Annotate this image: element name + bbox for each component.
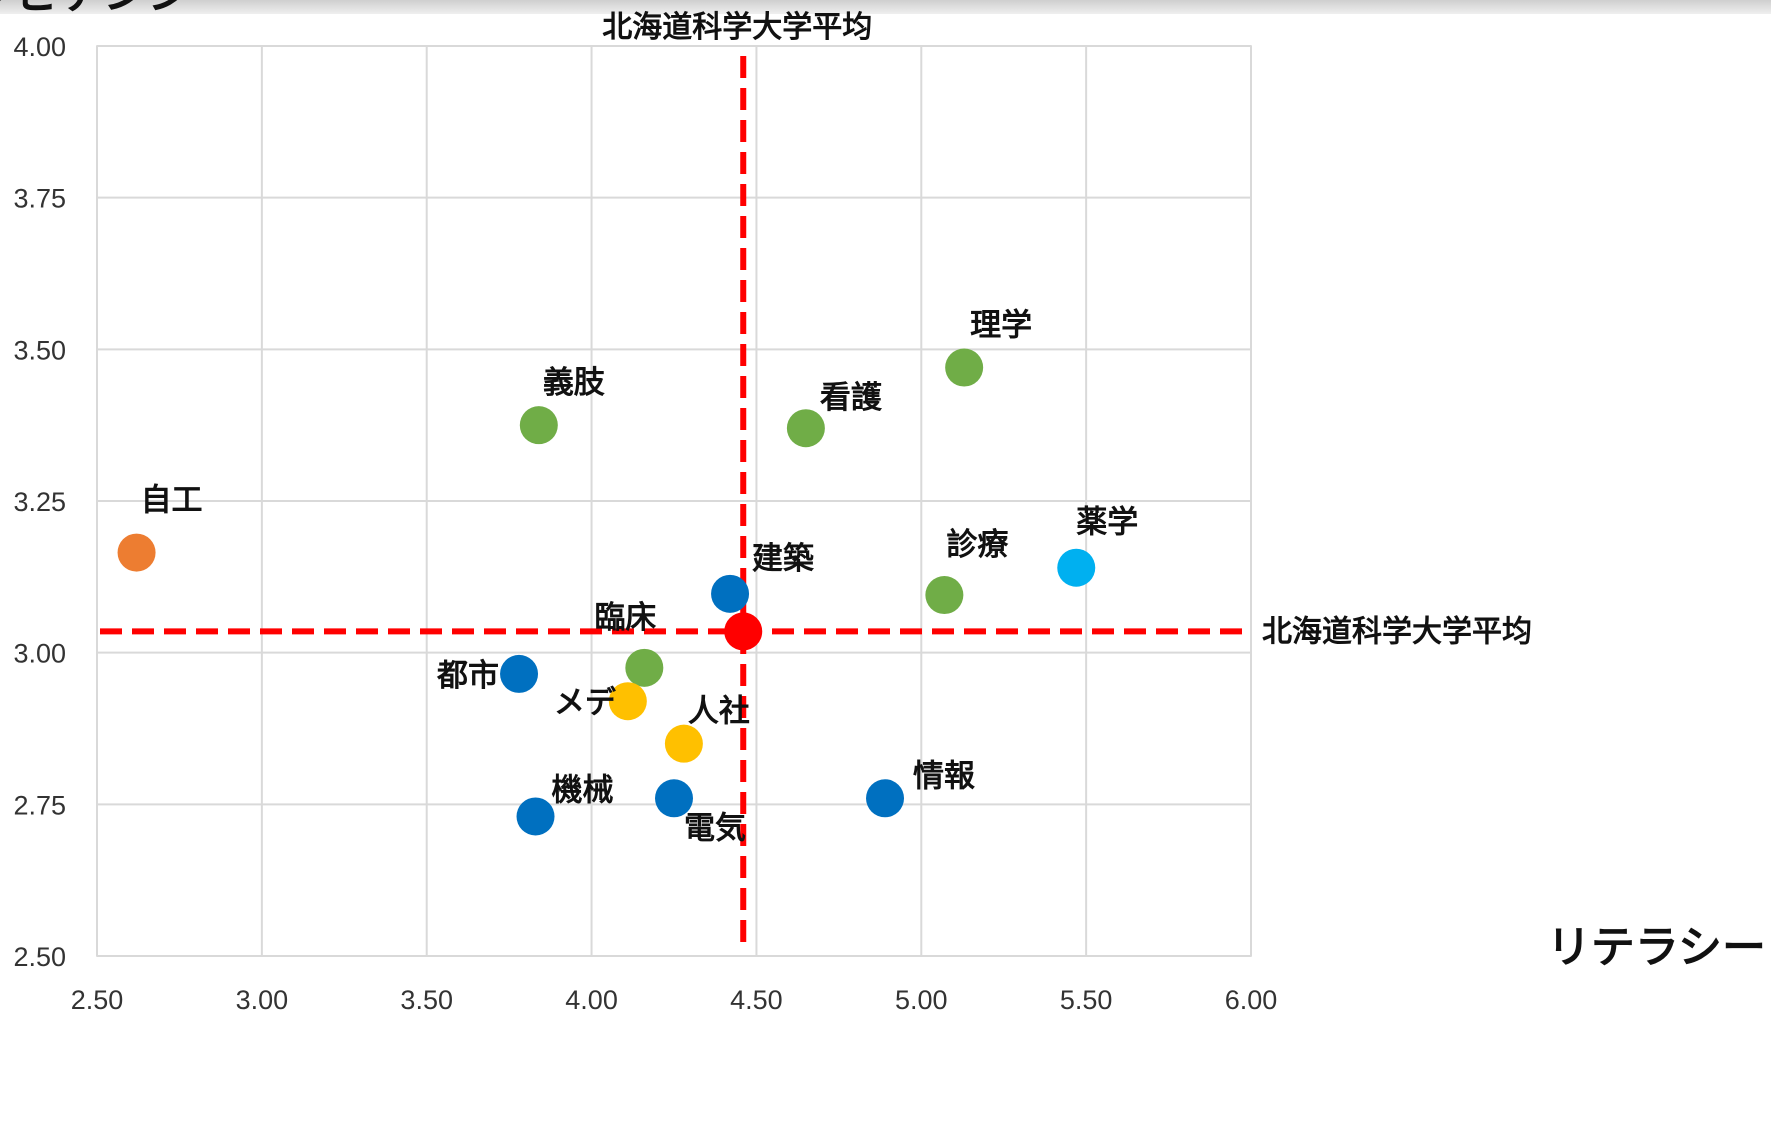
tick-labels: 2.50 3.00 3.50 4.00 4.50 5.00 5.50 6.00 2.50 2.75… [13,32,1277,1015]
data-point [117,533,156,572]
data-point-label: 看護 [820,380,883,416]
data-point [516,797,555,836]
data-point [711,574,750,613]
y-tick-label: 3.00 [13,639,66,669]
x-tick-label: 5.00 [895,985,948,1015]
y-tick-label: 3.75 [13,184,66,214]
data-point [866,779,905,818]
data-point [945,348,984,387]
y-axis-title: コンピテンシー [0,0,235,19]
data-points [117,348,1096,836]
x-tick-label: 2.50 [71,985,124,1015]
data-point-label: メデ [554,685,617,721]
x-tick-label: 6.00 [1225,985,1278,1015]
average-lines [100,56,1251,950]
grid-lines [96,45,1252,957]
x-tick-label: 5.50 [1060,985,1113,1015]
average-point [724,612,763,651]
data-point [1057,548,1096,587]
data-point [786,409,825,448]
data-point [925,576,964,615]
x-axis-title: リテラシー [1547,922,1766,973]
average-label-vertical: 北海道科学大学平均 [602,10,872,45]
data-point [519,406,558,445]
data-point-label: 臨床 [594,600,656,636]
x-tick-label: 4.00 [565,985,618,1015]
y-tick-label: 3.25 [13,487,66,517]
x-tick-label: 3.00 [236,985,289,1015]
data-point [500,654,539,693]
data-point [625,648,664,687]
y-tick-label: 2.50 [13,942,66,972]
data-point-label: 理学 [970,308,1032,344]
data-point [608,682,647,721]
data-point-label: 自工 [141,483,203,519]
average-label-horizontal: 北海道科学大学平均 [1262,614,1532,649]
data-point-label: 診療 [946,527,1008,563]
data-point [664,724,703,763]
data-point-label: 建築 [752,541,815,577]
x-tick-label: 3.50 [400,985,453,1015]
y-tick-label: 2.75 [13,790,66,820]
data-point-label: 都市 [436,658,499,694]
data-point-label: 義肢 [543,365,606,401]
y-tick-label: 3.50 [13,335,66,365]
data-point-label: 人社 [688,694,750,730]
data-point-label: 機械 [552,772,614,808]
data-point [655,779,693,818]
y-tick-label: 4.00 [13,32,66,62]
data-point-label: 電気 [684,810,746,846]
window-top-bar [0,0,1771,14]
x-tick-label: 4.50 [730,985,783,1015]
data-point-label: 薬学 [1076,505,1138,541]
data-point-label: 情報 [913,758,976,794]
